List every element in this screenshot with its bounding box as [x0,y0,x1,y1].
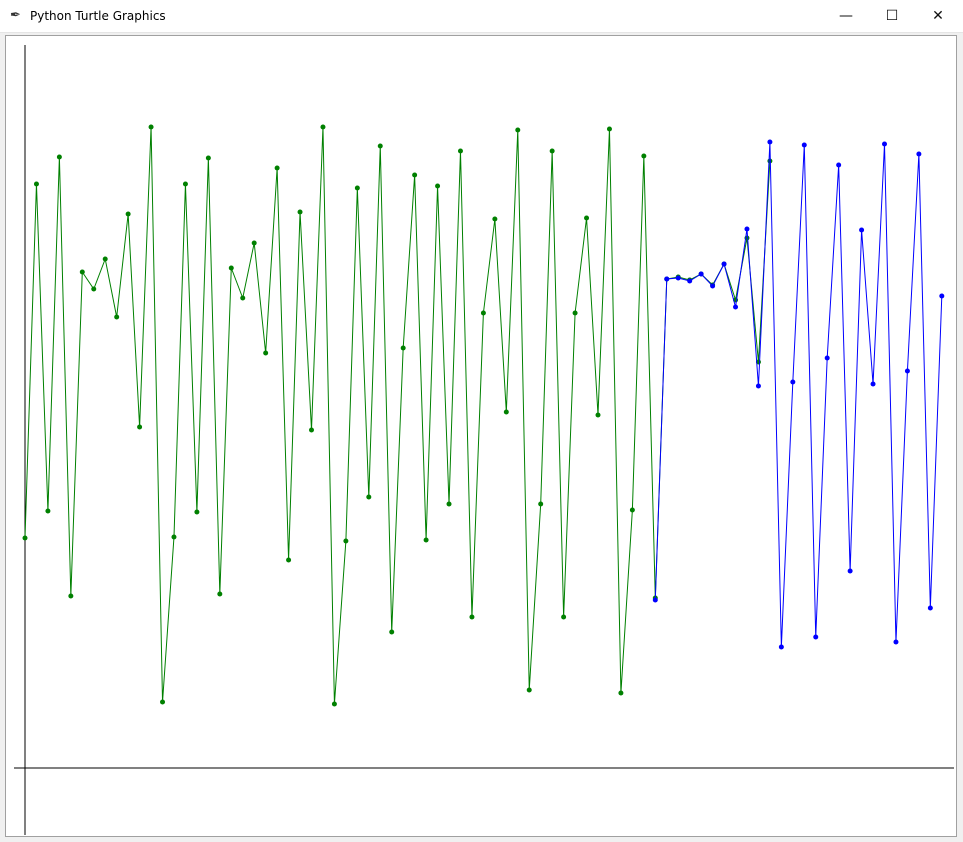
data-point [675,275,681,281]
data-point [91,286,97,292]
data-point [503,409,509,415]
data-point [389,629,395,635]
data-point [813,634,819,640]
data-point [79,269,85,275]
data-point [664,276,670,282]
data-point [354,185,360,191]
data-point [182,181,188,187]
data-point [263,350,269,356]
data-point [160,699,166,705]
minimize-button[interactable]: — [839,8,853,24]
data-point [847,568,853,574]
data-point [423,537,429,543]
data-point [137,424,143,430]
data-point [710,283,716,289]
data-point [297,209,303,215]
data-point [171,534,177,540]
data-point [492,216,498,222]
data-point [836,162,842,168]
maximize-button[interactable]: ☐ [885,8,899,24]
data-point [286,557,292,563]
data-point [824,355,830,361]
data-point [916,151,922,157]
data-point [904,368,910,374]
data-point [549,148,555,154]
series-line-1 [654,141,943,648]
series-line-0 [24,126,771,705]
data-point [400,345,406,351]
data-point [377,143,383,149]
data-point [790,379,796,385]
data-point [240,295,246,301]
data-point [480,310,486,316]
data-point [526,687,532,693]
data-point [744,226,750,232]
data-point [309,427,314,433]
data-point [56,154,62,160]
title-bar: ✒ Python Turtle Graphics — ☐ ✕ [0,0,963,33]
data-point [114,314,120,320]
feather-icon: ✒ [10,8,21,23]
data-point [22,535,28,541]
data-point [331,701,337,707]
data-point [572,310,578,316]
data-point [561,614,567,620]
data-point [457,148,463,154]
data-point [595,412,601,418]
data-point [217,591,223,597]
data-point [45,508,51,514]
data-point [148,124,154,130]
data-point [652,597,658,603]
data-point [859,227,865,233]
data-point [584,215,590,221]
data-point [927,605,933,611]
data-point [687,278,693,284]
data-point [125,211,131,217]
data-point [618,690,624,696]
data-point [939,293,945,299]
data-point [366,494,372,500]
data-point [251,240,257,246]
data-point [68,593,74,599]
data-point [698,271,704,277]
data-point [893,639,899,645]
data-point [755,383,761,389]
data-point [435,183,441,189]
data-point [606,126,612,132]
data-point [194,509,200,515]
data-point [629,507,635,513]
data-point [801,142,807,148]
data-point [33,181,39,187]
data-point [538,501,544,507]
data-point [446,501,452,507]
data-point [870,381,876,387]
data-point [641,153,647,159]
data-point [882,141,887,147]
data-point [412,172,418,178]
data-point [515,127,521,133]
data-point [733,304,739,310]
data-point [205,155,211,161]
window-title: Python Turtle Graphics [30,9,166,23]
data-point [778,644,784,650]
data-point [343,538,349,544]
data-point [320,124,326,130]
data-point [721,261,727,267]
data-point [228,265,234,271]
data-point [102,256,108,262]
data-point [274,165,280,171]
data-point [469,614,475,620]
close-button[interactable]: ✕ [932,8,944,24]
data-point [767,139,773,145]
